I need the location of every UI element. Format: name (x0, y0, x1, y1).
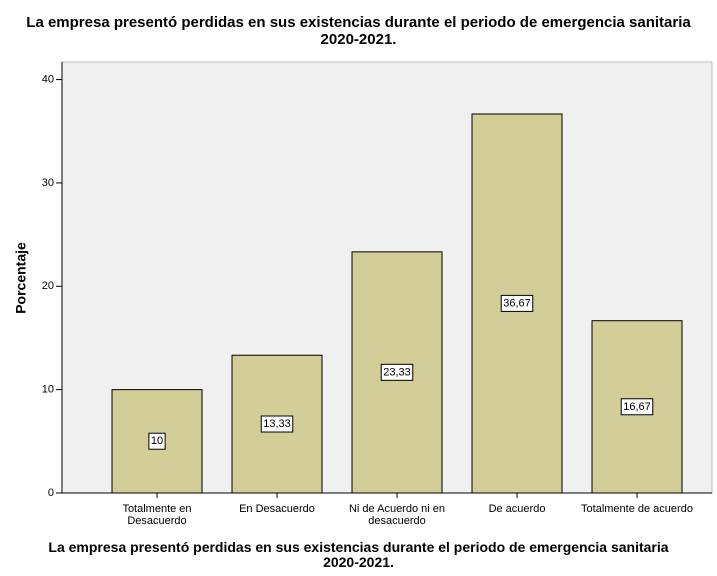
value-label-box (260, 415, 294, 433)
value-label-box (148, 432, 166, 450)
value-label-box (380, 363, 414, 381)
y-tick-label: 20 (42, 280, 54, 292)
x-tick-label: En Desacuerdo (239, 503, 315, 515)
value-label-box (620, 398, 654, 416)
y-tick-label: 0 (48, 487, 54, 499)
x-tick-label: De acuerdo (488, 503, 546, 515)
value-label: 36,67 (503, 297, 531, 309)
value-label-box (500, 294, 534, 312)
x-tick-label: Totalmente en Desacuerdo (122, 503, 192, 527)
y-axis-title: Porcentaje (13, 242, 29, 314)
x-axis-title: La empresa presentó perdidas en sus exis… (48, 539, 669, 570)
value-label: 13,33 (263, 418, 291, 430)
y-tick-label: 10 (42, 384, 54, 396)
value-label: 16,67 (623, 401, 651, 413)
chart-title: La empresa presentó perdidas en sus exis… (26, 14, 691, 48)
x-tick-label: Totalmente de acuerdo (581, 503, 693, 515)
value-label: 10 (151, 435, 163, 447)
value-label: 23,33 (383, 366, 411, 378)
y-tick-label: 40 (42, 73, 54, 85)
x-tick-label: Ni de Acuerdo ni en desacuerdo (348, 503, 445, 527)
y-tick-label: 30 (42, 177, 54, 189)
